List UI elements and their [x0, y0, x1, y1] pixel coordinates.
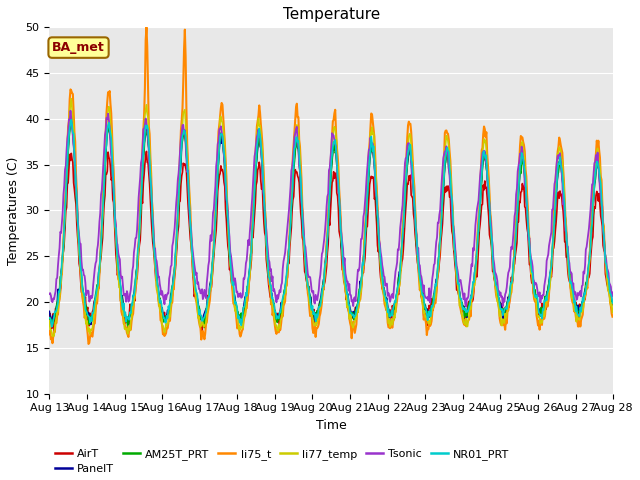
- Line: NR01_PRT: NR01_PRT: [49, 120, 612, 327]
- Legend: AirT, PanelT, AM25T_PRT, li75_t, li77_temp, Tsonic, NR01_PRT: AirT, PanelT, AM25T_PRT, li75_t, li77_te…: [55, 449, 509, 474]
- Line: AM25T_PRT: AM25T_PRT: [49, 119, 612, 327]
- Line: PanelT: PanelT: [49, 121, 612, 324]
- Line: li75_t: li75_t: [49, 27, 612, 344]
- Y-axis label: Temperatures (C): Temperatures (C): [7, 156, 20, 264]
- Line: Tsonic: Tsonic: [49, 111, 612, 307]
- Title: Temperature: Temperature: [283, 7, 380, 22]
- Line: li77_temp: li77_temp: [49, 98, 612, 336]
- Text: BA_met: BA_met: [52, 41, 105, 54]
- X-axis label: Time: Time: [316, 419, 347, 432]
- Line: AirT: AirT: [49, 151, 612, 334]
